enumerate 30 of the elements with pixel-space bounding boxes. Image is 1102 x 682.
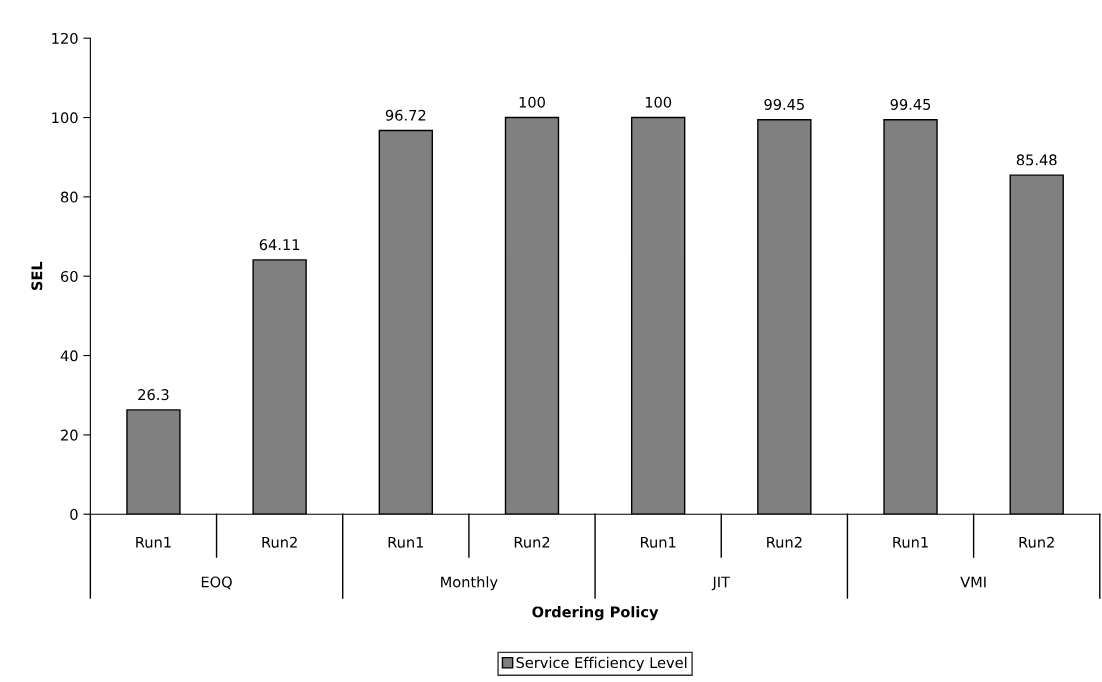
text: JIT xyxy=(711,576,731,591)
x-tick-label: Run2 xyxy=(1019,536,1054,548)
x-tick-label: Run2 xyxy=(767,536,802,548)
y-axis-title: SEL xyxy=(31,261,43,291)
x-tick-label: Run1 xyxy=(640,536,676,548)
y-tick-label: 120 xyxy=(52,32,78,44)
data-label: 96.72 xyxy=(385,109,426,121)
data-label: 26.3 xyxy=(138,389,169,401)
data-label: 99.45 xyxy=(764,98,804,110)
data-label: 64.11 xyxy=(259,239,300,251)
y-tick-label: 100 xyxy=(52,112,78,124)
x-tick-label: Run1 xyxy=(136,536,171,548)
text: EOQ xyxy=(201,576,232,590)
data-label: 100 xyxy=(519,96,545,108)
x-tick-label: Run1 xyxy=(893,536,928,548)
x-tick-label: Run2 xyxy=(262,536,297,548)
data-label: 99.45 xyxy=(890,98,931,110)
legend-label: Service Efficiency Level xyxy=(516,656,687,671)
y-tick-label: 0 xyxy=(70,508,78,520)
data-label: 100 xyxy=(645,96,672,108)
x-axis-title: Ordering Policy xyxy=(532,606,659,621)
y-tick-label: 40 xyxy=(60,350,78,362)
text: Monthly xyxy=(441,576,498,591)
y-tick-label: 80 xyxy=(60,191,78,203)
x-tick-label: Run2 xyxy=(514,536,550,548)
text: VMI xyxy=(960,576,986,588)
data-label: 85.48 xyxy=(1016,154,1057,166)
y-tick-label: 20 xyxy=(61,429,78,441)
x-tick-label: Run1 xyxy=(388,536,424,548)
y-tick-label: 60 xyxy=(61,270,78,282)
